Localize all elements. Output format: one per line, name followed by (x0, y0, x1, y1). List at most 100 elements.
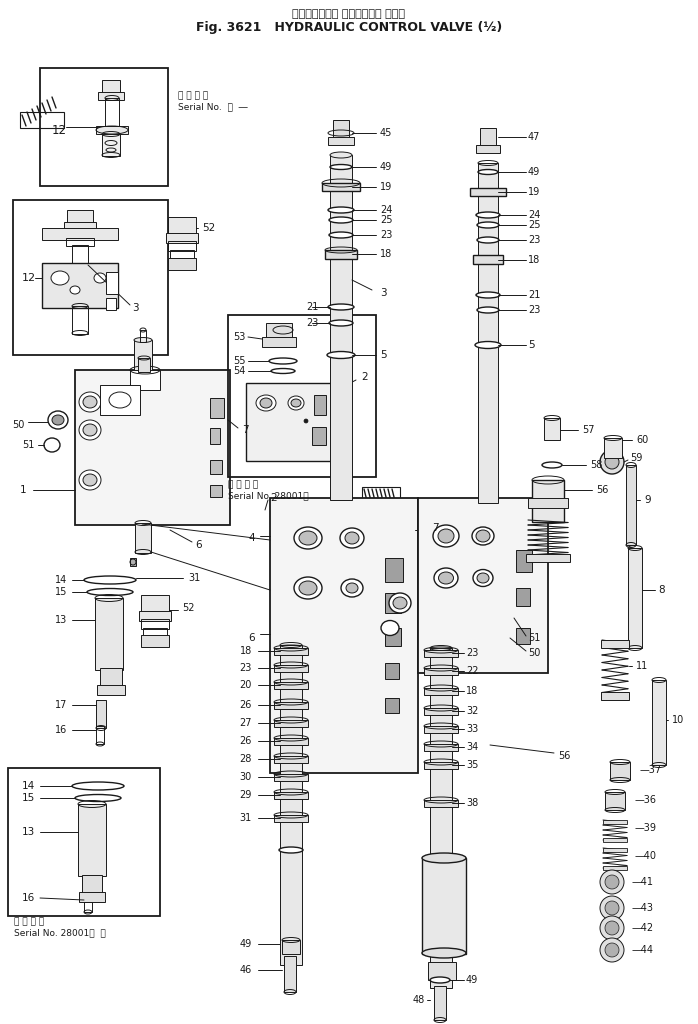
Bar (280, 645, 302, 965)
Bar (601, 692, 629, 700)
Bar (274, 815, 308, 822)
Bar (424, 708, 458, 715)
Ellipse shape (299, 531, 317, 545)
Text: 50: 50 (12, 420, 24, 430)
Bar (424, 800, 458, 807)
Circle shape (605, 921, 619, 935)
Bar (170, 250, 194, 258)
Bar (143, 628, 167, 636)
Text: 14: 14 (55, 575, 67, 585)
Text: 34: 34 (466, 742, 478, 752)
Text: —39: —39 (635, 823, 657, 833)
Text: 58: 58 (590, 460, 602, 470)
Bar (603, 820, 627, 824)
Ellipse shape (294, 577, 322, 599)
Bar (330, 155, 352, 500)
Bar (72, 245, 88, 265)
Bar (79, 892, 105, 902)
Circle shape (600, 450, 624, 474)
Text: 6: 6 (248, 633, 255, 643)
Ellipse shape (330, 152, 352, 158)
Text: 19: 19 (528, 187, 540, 197)
Bar (601, 640, 629, 648)
Bar (385, 663, 399, 679)
Bar (434, 986, 446, 1020)
Text: 49: 49 (466, 975, 478, 985)
Ellipse shape (299, 581, 317, 595)
Ellipse shape (294, 527, 322, 549)
Text: 25: 25 (528, 220, 540, 230)
Text: 59: 59 (630, 453, 642, 463)
Text: 23: 23 (239, 663, 252, 673)
Ellipse shape (279, 847, 303, 853)
Bar (274, 792, 308, 799)
Bar (100, 385, 140, 415)
Bar (322, 183, 360, 191)
Bar (605, 792, 625, 810)
Bar (210, 460, 222, 474)
Text: 2: 2 (361, 372, 368, 382)
Text: 29: 29 (239, 790, 252, 800)
Ellipse shape (83, 396, 97, 408)
Bar (210, 485, 222, 497)
Ellipse shape (256, 395, 276, 411)
Bar (516, 588, 530, 606)
Text: Serial No.  ・  ―: Serial No. ・ ― (178, 102, 248, 112)
Text: ハイドロリック コントロール バルブ: ハイドロリック コントロール バルブ (292, 9, 406, 19)
Ellipse shape (330, 165, 352, 170)
Bar (102, 134, 120, 156)
Text: 45: 45 (380, 128, 392, 138)
Ellipse shape (327, 351, 355, 358)
Bar (84, 902, 92, 912)
Text: 19: 19 (380, 182, 392, 193)
Bar (228, 315, 376, 477)
Text: 3: 3 (380, 288, 387, 298)
Bar (75, 370, 230, 525)
Text: 31: 31 (239, 813, 252, 823)
Text: 35: 35 (466, 760, 478, 770)
Circle shape (605, 455, 619, 469)
Ellipse shape (346, 583, 358, 593)
Bar (168, 241, 196, 251)
Bar (652, 680, 666, 765)
Bar (106, 298, 116, 310)
Text: 7: 7 (432, 523, 438, 534)
Text: 17: 17 (55, 700, 68, 710)
Text: 23: 23 (306, 318, 318, 328)
Ellipse shape (94, 273, 106, 283)
Text: 5: 5 (380, 350, 387, 360)
Bar (284, 956, 296, 992)
Ellipse shape (75, 795, 121, 802)
Ellipse shape (288, 396, 304, 410)
Text: 31: 31 (188, 573, 200, 583)
Bar (274, 648, 308, 655)
Text: 15: 15 (55, 587, 68, 597)
Ellipse shape (291, 399, 301, 407)
Bar (526, 554, 570, 562)
Bar (210, 398, 224, 418)
Ellipse shape (430, 977, 450, 983)
Bar (168, 258, 196, 270)
Text: 24: 24 (380, 205, 392, 215)
Text: —40: —40 (635, 851, 657, 861)
Bar (72, 306, 88, 334)
Ellipse shape (477, 573, 489, 583)
Ellipse shape (477, 307, 499, 313)
Bar (266, 323, 292, 339)
Ellipse shape (271, 369, 295, 374)
Text: —44: —44 (632, 945, 654, 955)
Bar (312, 427, 326, 445)
Bar (66, 238, 94, 246)
Bar (105, 98, 119, 128)
Bar (42, 263, 118, 308)
Text: 適 用 号 機: 適 用 号 機 (178, 91, 208, 100)
Text: 57: 57 (582, 425, 595, 435)
Bar (78, 804, 106, 876)
Bar (422, 858, 466, 954)
Bar (626, 465, 636, 545)
Circle shape (605, 874, 619, 889)
Ellipse shape (433, 525, 459, 547)
Ellipse shape (48, 411, 68, 429)
Ellipse shape (422, 853, 466, 863)
Text: —41: —41 (632, 877, 654, 887)
